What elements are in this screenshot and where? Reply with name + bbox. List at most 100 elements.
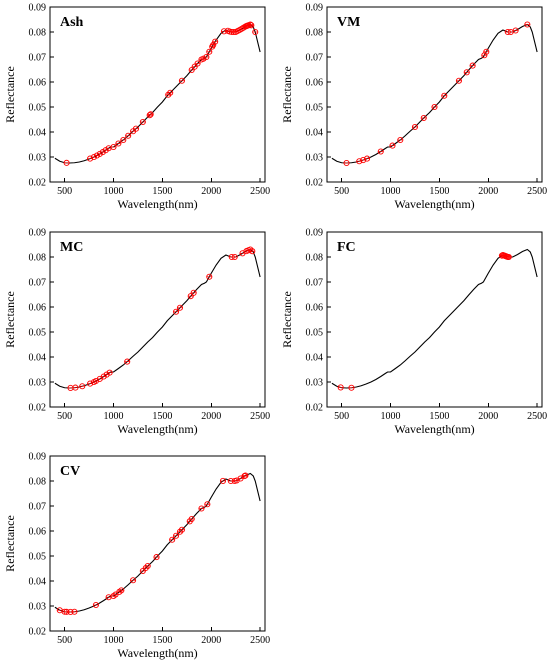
spectrum-curve [54,248,261,389]
selected-wavelength-marker [130,577,137,584]
y-tick-label: 0.07 [29,53,47,64]
panel-label: FC [337,240,356,255]
y-tick-label: 0.09 [29,228,47,239]
panel-label: MC [60,240,83,255]
selected-wavelength-marker [72,384,79,391]
y-tick-label: 0.07 [29,502,47,513]
selected-wavelength-marker [247,246,254,253]
selected-wavelength-marker [420,114,427,122]
spectrum-curve [331,23,538,164]
chart-panel-cv: 0.02 0.03 0.04 0.05 0.06 0.07 0.08 0.09 500 1000 1… [3,452,270,661]
y-tick-label: 0.08 [29,253,47,264]
selected-wavelength-marker [125,132,132,139]
y-tick-label: 0.05 [29,328,47,339]
chart-panel-fc: 0.02 0.03 0.04 0.05 0.06 0.07 0.08 0.09 500 1000 1… [280,228,547,437]
selected-wavelength-marker [242,472,249,479]
panel-label: VM [337,15,360,30]
panel-label: CV [60,464,80,479]
y-tick-label: 0.05 [29,103,47,114]
selected-wavelength-marker [389,142,396,149]
x-tick-label: 500 [57,186,72,197]
selected-wavelength-marker [455,77,462,84]
selected-wavelength-marker [90,153,98,161]
x-tick-label: 1500 [152,411,172,422]
selected-wavelength-marker [139,118,146,126]
y-tick-label: 0.07 [306,53,324,64]
axes-frame [326,231,543,408]
selected-wavelength-marker [206,48,213,55]
y-tick-label: 0.03 [306,153,324,164]
selected-wavelength-marker [132,125,140,132]
spectrum-curve [54,23,261,164]
x-tick-label: 1500 [429,411,449,422]
selected-wavelength-marker [87,380,94,387]
axes-frame [49,231,266,408]
selected-wavelength-marker [364,155,371,162]
selected-wavelength-marker [173,308,180,315]
x-axis-title: Wavelength(nm) [394,422,474,436]
selected-wavelength-marker [92,601,99,609]
y-tick-label: 0.04 [29,128,47,139]
selected-wavelength-marker [411,123,419,131]
selected-wavelength-marker [146,112,153,119]
y-tick-label: 0.06 [29,527,47,538]
selected-wavelength-marker [200,55,207,62]
y-tick-label: 0.06 [306,78,324,89]
y-tick-label: 0.06 [306,303,324,314]
y-tick-label: 0.04 [306,128,324,139]
selected-wavelength-marker [147,111,154,118]
selected-wavelength-marker [176,304,184,311]
selected-wavelength-marker [241,473,248,480]
selected-wavelength-marker [360,156,367,164]
selected-wavelength-marker [219,477,227,485]
y-tick-label: 0.09 [306,228,324,239]
selected-wavelength-marker [343,159,350,167]
selected-wavelength-marker [210,41,217,49]
y-tick-label: 0.04 [29,577,47,588]
x-tick-label: 2500 [250,186,270,197]
selected-wavelength-marker [431,103,438,111]
selected-wavelength-marker [481,52,488,59]
selected-wavelength-marker [110,143,117,151]
selected-wavelength-marker [348,384,355,391]
selected-wavelength-marker [120,136,127,144]
y-tick-label: 0.06 [29,303,47,314]
spectrum-curve [331,248,538,389]
selected-wavelength-marker [63,159,70,166]
y-tick-label: 0.04 [29,353,47,364]
chart-panel-mc: 0.02 0.03 0.04 0.05 0.06 0.07 0.08 0.09 500 1000 1… [3,228,270,437]
chart-panel-vm: 0.02 0.03 0.04 0.05 0.06 0.07 0.08 0.09 500 1000 1… [280,3,547,212]
x-axis-title: Wavelength(nm) [117,422,197,436]
y-tick-label: 0.02 [306,178,324,189]
selected-wavelength-marker [248,22,255,29]
selected-wavelength-marker [441,92,448,99]
y-tick-label: 0.03 [29,602,47,613]
axes-frame [326,6,543,183]
x-tick-label: 1000 [381,186,401,197]
selected-wavelength-marker [173,532,180,539]
x-tick-label: 1000 [104,411,124,422]
y-tick-label: 0.03 [29,378,47,389]
selected-wavelength-marker [463,69,470,76]
y-tick-label: 0.03 [29,153,47,164]
x-tick-label: 2000 [478,186,498,197]
selected-wavelength-marker [178,77,185,84]
y-axis-title: Reflectance [280,291,294,348]
selected-wavelength-marker [356,158,363,165]
selected-wavelength-marker [124,358,131,365]
selected-wavelength-marker [505,253,512,261]
selected-wavelength-marker [71,608,78,615]
x-tick-label: 1500 [429,186,449,197]
x-tick-label: 2000 [201,635,221,646]
selected-wavelength-marker [203,53,210,61]
selected-wavelength-marker [524,21,531,28]
x-tick-label: 1000 [381,411,401,422]
selected-wavelength-marker [206,273,213,280]
y-tick-label: 0.05 [306,328,324,339]
x-tick-label: 2000 [201,186,221,197]
selected-wavelength-marker [93,152,100,159]
x-tick-label: 500 [57,411,72,422]
selected-wavelength-marker [220,28,228,35]
x-tick-label: 2500 [527,411,547,422]
x-axis-title: Wavelength(nm) [117,197,197,211]
